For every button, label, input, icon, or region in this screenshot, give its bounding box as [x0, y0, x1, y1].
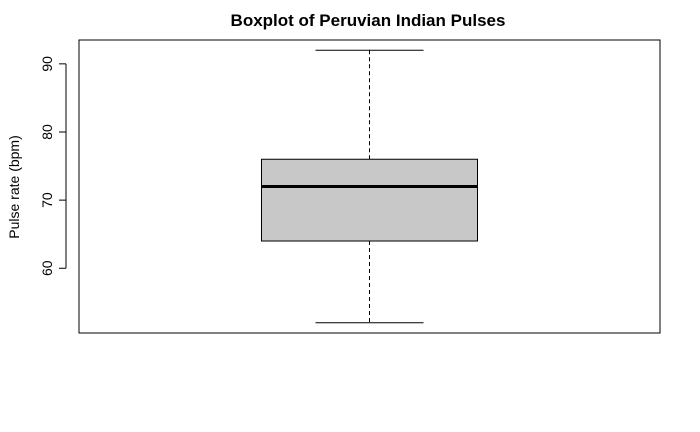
plot-frame [78, 39, 661, 334]
y-tick-label: 70 [39, 192, 55, 208]
y-axis: 60 70 80 90 [39, 56, 67, 276]
interquartile-box [261, 158, 478, 242]
box-group [261, 49, 478, 324]
y-tick-label: 80 [39, 124, 55, 140]
chart-title: Boxplot of Peruvian Indian Pulses [231, 11, 506, 30]
y-axis-label: Pulse rate (bpm) [6, 135, 22, 238]
y-tick-label: 60 [39, 260, 55, 276]
y-tick-label: 90 [39, 56, 55, 72]
